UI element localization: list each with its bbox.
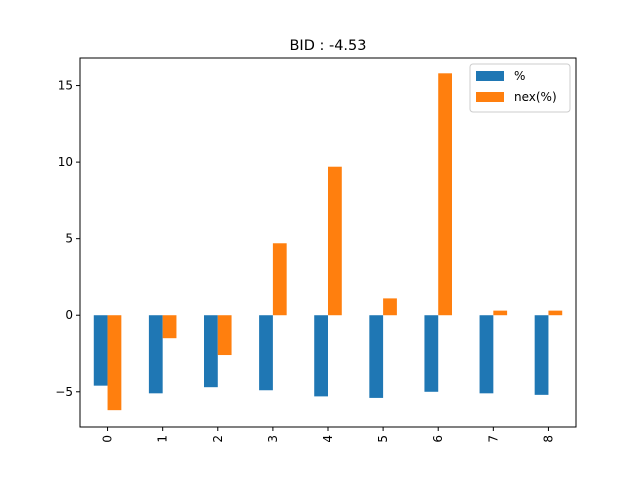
bar-series-0-cat-5: [369, 315, 384, 398]
bar-series-0-cat-3: [259, 315, 273, 391]
y-tick-label: 10: [58, 155, 73, 169]
y-tick-label: 0: [65, 308, 73, 322]
chart-title: BID : -4.53: [289, 38, 366, 54]
bar-series-0-cat-0: [93, 315, 108, 386]
x-tick-label: 8: [541, 435, 555, 443]
x-tick-label: 3: [266, 435, 280, 443]
y-tick-label: −5: [55, 385, 73, 399]
bar-series-1-cat-7: [493, 310, 508, 316]
bar-series-0-cat-7: [479, 315, 494, 394]
bar-series-1-cat-1: [162, 315, 177, 339]
y-axis: −5 0 5 10 15: [55, 79, 80, 399]
y-tick-label: 5: [65, 232, 73, 246]
bar-series-0-cat-1: [148, 315, 163, 394]
y-tick-label: 15: [58, 79, 73, 93]
bar-series-1-cat-8: [548, 310, 563, 316]
bar-series-0-cat-2: [204, 315, 218, 388]
x-tick-label: 5: [376, 435, 390, 443]
x-tick-label: 0: [101, 435, 115, 443]
bar-series-0-cat-4: [314, 315, 328, 397]
bar-series-1-cat-6: [438, 73, 452, 316]
x-axis: 0 1 2 3 4 5 6 7 8: [101, 427, 555, 443]
x-tick-label: 1: [156, 435, 170, 443]
x-tick-label: 7: [486, 435, 500, 443]
bar-series-1-cat-0: [107, 315, 122, 411]
bar-series-1-cat-5: [383, 298, 397, 316]
x-tick-label: 4: [321, 435, 335, 443]
bar-series-1-cat-2: [217, 315, 232, 356]
legend-label-1: nex(%): [514, 90, 557, 104]
bar-series-1-cat-3: [272, 243, 287, 316]
x-tick-label: 6: [431, 435, 445, 443]
bar-series-0-cat-8: [534, 315, 549, 395]
plot-area: [79, 57, 577, 428]
bar-series-1-cat-4: [328, 166, 342, 316]
legend-swatch-0: [476, 71, 504, 81]
bar-series-0-cat-6: [424, 315, 439, 392]
legend-label-0: %: [514, 69, 525, 83]
legend-swatch-1: [476, 92, 504, 102]
x-tick-label: 2: [211, 435, 225, 443]
legend: % nex(%): [469, 63, 571, 113]
